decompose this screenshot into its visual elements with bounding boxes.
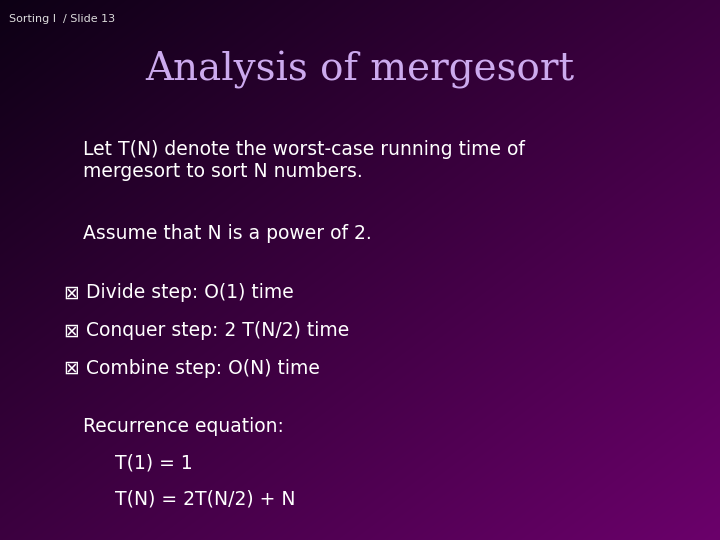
Text: ⊠: ⊠ — [63, 284, 79, 302]
Text: Recurrence equation:: Recurrence equation: — [83, 417, 284, 436]
Text: Divide step: O(1) time: Divide step: O(1) time — [86, 284, 294, 302]
Text: Analysis of mergesort: Analysis of mergesort — [145, 51, 575, 89]
Text: ⊠: ⊠ — [63, 321, 79, 340]
Text: ⊠: ⊠ — [63, 359, 79, 378]
Text: T(N) = 2T(N/2) + N: T(N) = 2T(N/2) + N — [115, 490, 296, 509]
Text: Assume that N is a power of 2.: Assume that N is a power of 2. — [83, 224, 372, 243]
Text: Let T(N) denote the worst-case running time of
mergesort to sort N numbers.: Let T(N) denote the worst-case running t… — [83, 140, 525, 181]
Text: Conquer step: 2 T(N/2) time: Conquer step: 2 T(N/2) time — [86, 321, 350, 340]
Text: Sorting I  / Slide 13: Sorting I / Slide 13 — [9, 14, 114, 24]
Text: Combine step: O(N) time: Combine step: O(N) time — [86, 359, 320, 378]
Text: T(1) = 1: T(1) = 1 — [115, 454, 193, 472]
